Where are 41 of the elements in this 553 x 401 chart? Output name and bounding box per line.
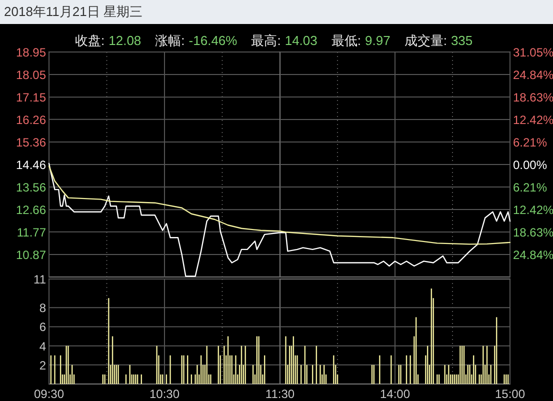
y-tick-label: 15.36 [16,135,46,150]
y2-tick-label: 18.63% [513,90,553,104]
y-tick-label: 4 [39,339,46,354]
y2-tick-label: 6.21% [513,136,548,150]
text: 9.97 [365,33,390,48]
x-tick-label: 11:30 [265,387,295,401]
chart-title: 2018年11月21日 星期三 [4,4,142,19]
y2-tick-label: 12.42% [513,203,553,217]
y-tick-label: 13.56 [16,180,46,195]
y-tick-label: 12.66 [16,203,46,218]
text: 335 [450,33,473,48]
y2-tick-label: 6.21% [513,180,548,194]
x-tick-label: 10:30 [149,387,180,401]
y-tick-label: 6 [39,320,46,334]
y-tick-label: 16.26 [16,112,46,127]
y2-tick-label: 24.84% [513,248,553,262]
text: 最高: [251,33,281,48]
text: 14.03 [284,33,318,48]
y-tick-label: 10.87 [16,248,46,262]
y2-tick-label: 18.63% [513,226,553,240]
y2-tick-label: 31.05% [513,46,553,60]
text: 收盘: [75,33,105,48]
x-tick-label: 14:00 [380,387,410,401]
x-tick-label: 09:30 [34,387,64,401]
y2-tick-label: 12.42% [513,113,553,127]
y-tick-label: 17.15 [16,90,46,105]
x-tick-label: 15:00 [494,387,526,401]
text: 12.08 [108,33,142,48]
text: 成交量: [404,33,447,48]
y-tick-label: 8 [39,301,46,316]
y-tick-label: 18.05 [16,68,46,82]
y-tick-label: 2 [39,358,46,372]
y2-tick-label: 24.84% [513,68,553,82]
y-tick-label: 14.46 [16,158,46,172]
y2-tick-label: 0.00% [513,158,548,172]
text: 最低: [331,33,362,48]
y-tick-label: 11.77 [16,225,46,240]
y-tick-label: 18.95 [16,46,46,60]
text: -16.46% [188,33,238,48]
text: 涨幅: [155,33,185,48]
y-tick-label: 11 [34,272,46,286]
